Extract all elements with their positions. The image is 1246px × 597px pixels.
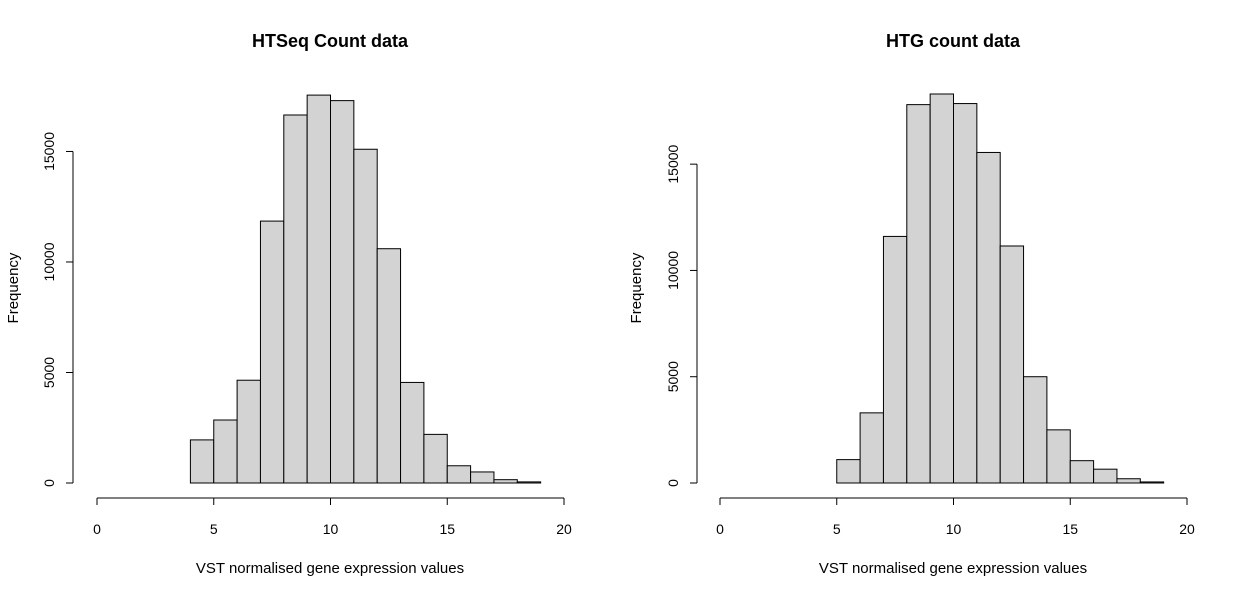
histogram-bar [1023, 376, 1048, 484]
bars-group [836, 93, 1165, 484]
histogram-bar [1046, 429, 1071, 484]
x-tick-label: 10 [946, 521, 962, 537]
histogram-bar [353, 148, 378, 484]
y-tick-label: 15000 [41, 132, 57, 171]
x-axis: 0 5 10 15 20 [93, 497, 572, 537]
histogram-bar [259, 220, 285, 484]
histogram-bar [1139, 481, 1165, 484]
x-tick-label: 5 [210, 521, 218, 537]
y-axis: 0 5000 10000 15000 [41, 132, 74, 487]
histogram-bar [330, 100, 355, 484]
histogram-bar [1093, 468, 1118, 484]
x-tick-label: 0 [716, 521, 724, 537]
histogram-bar [400, 381, 425, 484]
histogram-bar [283, 114, 308, 484]
x-axis-label: VST normalised gene expression values [196, 560, 464, 577]
histogram-bar [446, 465, 472, 484]
x-tick-label: 20 [556, 521, 572, 537]
y-tick-label: 5000 [665, 361, 681, 392]
histogram-bar [976, 151, 1001, 484]
x-tick-label: 10 [323, 521, 339, 537]
bars-group [189, 94, 542, 484]
y-tick-label: 15000 [665, 144, 681, 183]
histogram-bar [213, 419, 238, 484]
histogram-bar [929, 93, 955, 484]
histogram-bar [516, 481, 542, 484]
histogram-bar [470, 471, 495, 484]
x-tick-label: 0 [93, 521, 101, 537]
x-tick-label: 15 [1062, 521, 1078, 537]
htseq-histogram-panel: HTSeq Count data VST normalised gene exp… [5, 31, 572, 577]
histogram-bar [423, 433, 448, 484]
y-tick-label: 0 [41, 479, 57, 487]
y-tick-label: 0 [665, 479, 681, 487]
chart-title: HTG count data [886, 31, 1021, 51]
x-tick-label: 15 [439, 521, 455, 537]
x-axis: 0 5 10 15 20 [716, 497, 1195, 537]
histogram-bar [836, 459, 861, 484]
y-axis: 0 5000 10000 15000 [665, 144, 698, 487]
histogram-bar [953, 103, 978, 484]
histogram-bar [306, 94, 331, 484]
histogram-bar [1069, 460, 1095, 484]
histogram-bar [999, 245, 1025, 484]
x-axis-label: VST normalised gene expression values [819, 560, 1087, 577]
y-tick-label: 5000 [41, 357, 57, 388]
x-tick-label: 5 [833, 521, 841, 537]
histogram-bar [236, 379, 261, 484]
histogram-bar [189, 439, 215, 484]
histogram-bar [882, 235, 908, 484]
chart-title: HTSeq Count data [252, 31, 409, 51]
histogram-bar [859, 412, 884, 484]
y-axis-label: Frequency [5, 252, 22, 323]
y-axis-label: Frequency [628, 252, 645, 323]
histogram-bar [376, 248, 402, 484]
y-tick-label: 10000 [41, 242, 57, 281]
y-tick-label: 10000 [665, 251, 681, 290]
histogram-bar [1116, 478, 1141, 484]
x-tick-label: 20 [1179, 521, 1195, 537]
histogram-bar [906, 104, 931, 484]
histogram-bar [493, 479, 518, 484]
htg-histogram-panel: HTG count data VST normalised gene expre… [628, 31, 1195, 577]
